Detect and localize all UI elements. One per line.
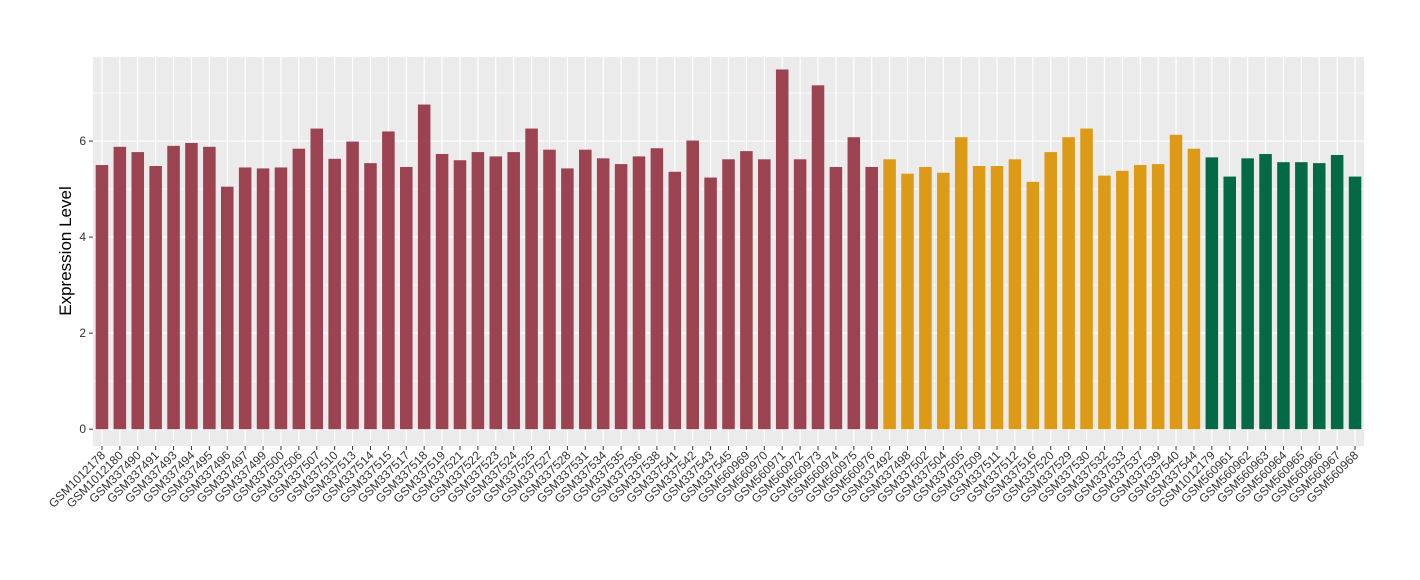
y-tick-label: 0 xyxy=(79,422,86,436)
bar-GSM1012178 xyxy=(95,165,109,430)
bar-GSM337536 xyxy=(632,156,646,430)
bar-GSM1012179 xyxy=(1205,157,1219,430)
bar-GSM560961 xyxy=(1223,176,1237,430)
bar-GSM337520 xyxy=(1044,152,1057,430)
bar-GSM560974 xyxy=(829,166,843,430)
bar-GSM560976 xyxy=(865,166,878,430)
bar-GSM337505 xyxy=(954,137,968,430)
bar-GSM337522 xyxy=(471,152,485,430)
bar-GSM560962 xyxy=(1241,158,1254,430)
bar-GSM337513 xyxy=(346,141,359,430)
bar-GSM337494 xyxy=(185,142,198,430)
bar-GSM337504 xyxy=(937,172,950,430)
bar-GSM337516 xyxy=(1026,181,1040,430)
bar-GSM337514 xyxy=(364,163,377,430)
x-axis: GSM1012178GSM1012180GSM337490GSM337491GS… xyxy=(46,446,1361,510)
bar-GSM337521 xyxy=(453,160,467,430)
y-tick-label: 6 xyxy=(79,134,86,148)
bar-GSM337497 xyxy=(238,167,252,430)
bar-GSM337499 xyxy=(256,168,270,430)
y-tick-label: 4 xyxy=(79,230,86,244)
bar-GSM337542 xyxy=(686,140,699,430)
bar-GSM337537 xyxy=(1133,165,1147,430)
bar-GSM337541 xyxy=(668,171,682,430)
bar-GSM337539 xyxy=(1151,164,1165,430)
bar-GSM337500 xyxy=(274,167,288,430)
bar-GSM337524 xyxy=(507,152,520,430)
bar-GSM337506 xyxy=(292,148,306,430)
bar-GSM560963 xyxy=(1259,154,1272,430)
bar-GSM337545 xyxy=(722,159,735,430)
bar-GSM337510 xyxy=(328,158,341,430)
bar-GSM337528 xyxy=(561,168,574,430)
bar-GSM1012180 xyxy=(113,146,127,430)
bar-GSM337525 xyxy=(525,128,538,430)
bar-GSM337532 xyxy=(1098,175,1111,430)
bar-GSM337496 xyxy=(220,186,234,430)
bar-GSM337519 xyxy=(435,154,449,430)
bar-GSM337495 xyxy=(203,146,216,430)
bars xyxy=(95,69,1362,430)
bar-GSM337533 xyxy=(1116,170,1129,430)
bar-GSM560968 xyxy=(1348,176,1362,430)
bar-GSM337502 xyxy=(919,166,932,430)
bar-GSM337530 xyxy=(1080,128,1093,430)
bar-GSM337544 xyxy=(1187,148,1201,430)
bar-GSM560973 xyxy=(811,85,825,430)
y-axis-title: Expression Level xyxy=(56,186,75,315)
bar-GSM337493 xyxy=(167,145,180,430)
bar-GSM337540 xyxy=(1169,134,1183,430)
bar-GSM337535 xyxy=(614,164,628,430)
bar-GSM337534 xyxy=(596,158,610,430)
bar-GSM337511 xyxy=(990,166,1004,430)
bar-GSM560970 xyxy=(758,159,771,430)
bar-GSM560964 xyxy=(1277,162,1290,430)
bar-GSM337517 xyxy=(400,166,413,430)
bar-GSM337543 xyxy=(704,177,717,430)
y-tick-label: 2 xyxy=(79,326,86,340)
bar-GSM337531 xyxy=(579,149,592,430)
y-axis: 0 2 4 6 xyxy=(79,134,93,436)
bar-GSM337523 xyxy=(489,156,503,430)
bar-GSM560969 xyxy=(740,151,753,430)
bar-GSM337509 xyxy=(972,166,986,430)
bar-GSM337538 xyxy=(650,148,664,430)
bar-GSM337529 xyxy=(1062,137,1075,430)
bar-GSM337512 xyxy=(1008,159,1022,430)
bar-GSM560965 xyxy=(1295,162,1308,430)
bar-GSM560975 xyxy=(847,137,861,430)
bar-GSM337490 xyxy=(131,152,145,430)
bar-GSM560966 xyxy=(1312,163,1326,430)
bar-GSM560967 xyxy=(1330,154,1344,430)
bar-GSM337492 xyxy=(883,159,896,430)
bar-GSM337518 xyxy=(417,104,431,430)
bar-GSM337491 xyxy=(149,166,162,430)
bar-GSM337507 xyxy=(310,128,324,430)
bar-GSM337498 xyxy=(901,173,914,430)
bar-GSM337527 xyxy=(543,149,556,430)
bar-GSM560972 xyxy=(793,159,807,430)
bar-GSM560971 xyxy=(775,69,789,430)
bar-GSM337515 xyxy=(382,131,395,430)
